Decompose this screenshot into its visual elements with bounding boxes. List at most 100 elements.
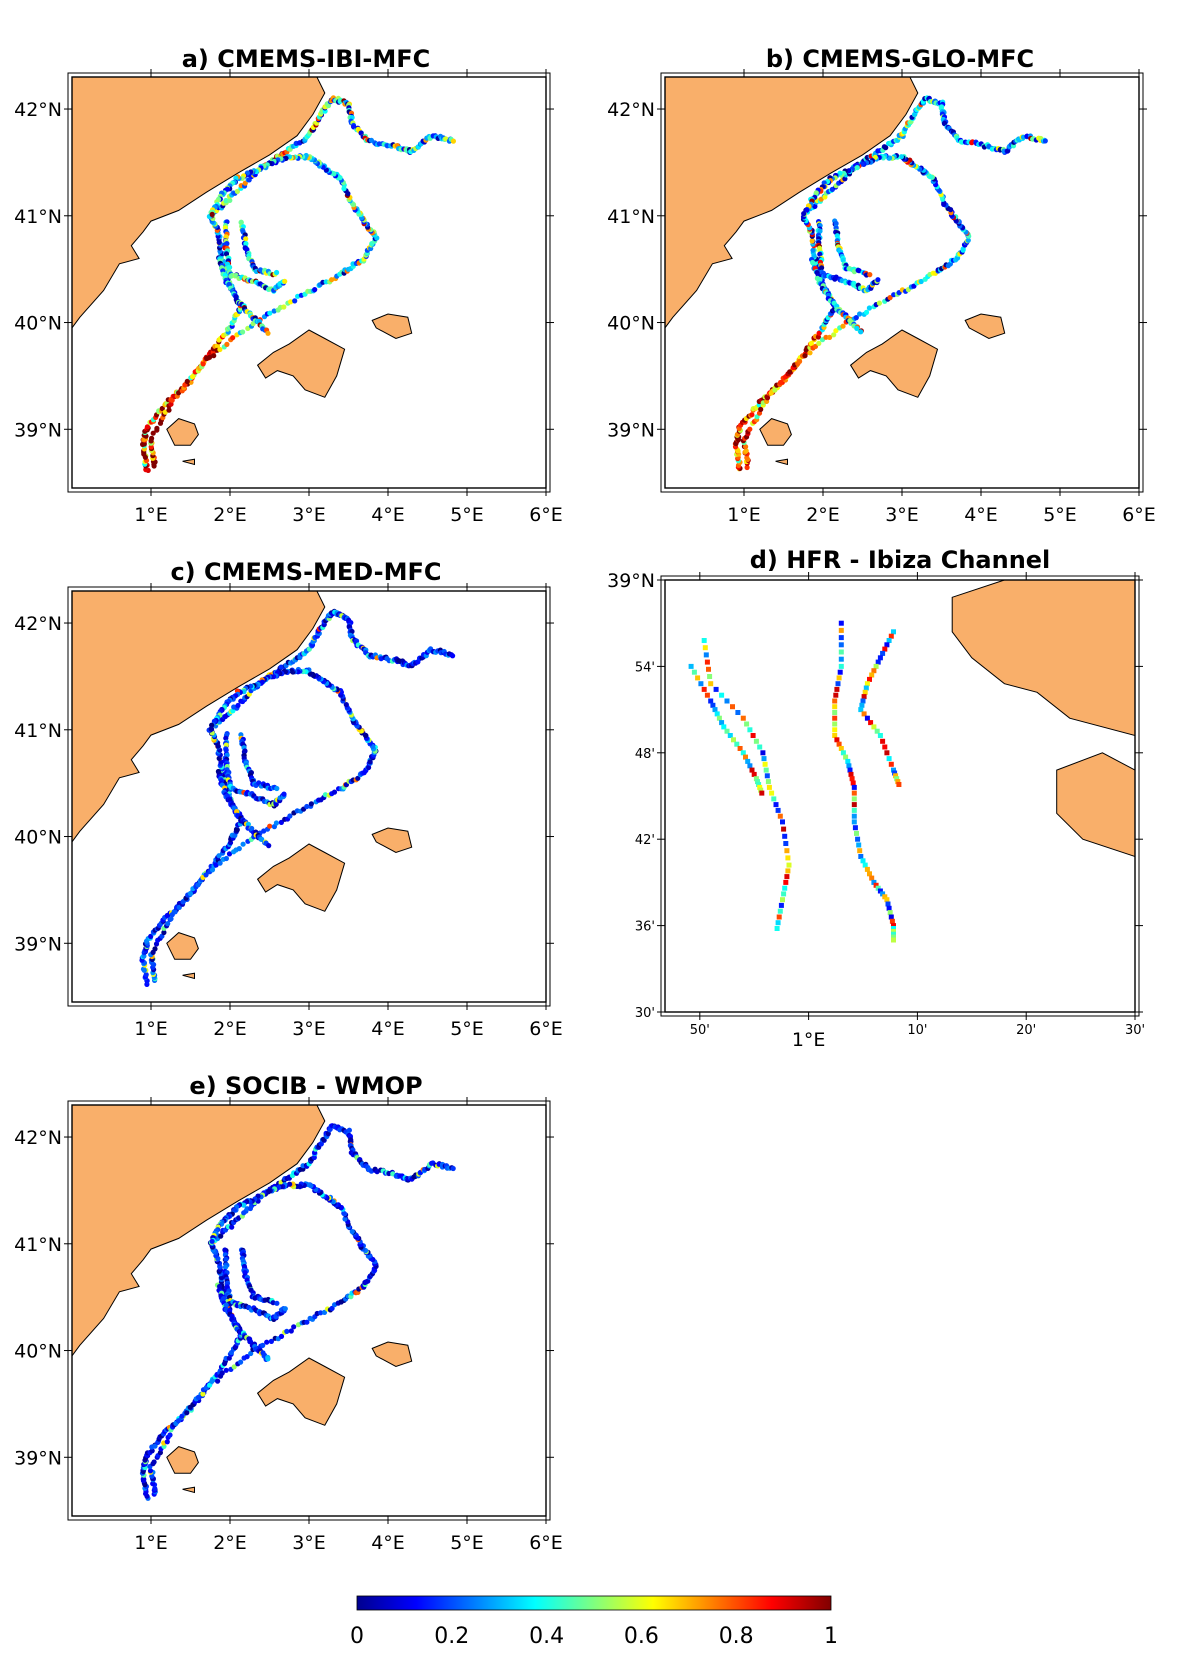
hfr-point: [745, 758, 751, 764]
drifter-point: [281, 791, 287, 797]
drifter-point: [209, 1238, 215, 1244]
hfr-point: [782, 885, 788, 891]
drifter-point: [329, 1305, 335, 1311]
drifter-point: [808, 340, 814, 347]
drifter-point: [863, 309, 870, 315]
drifter-point: [150, 430, 156, 436]
drifter-point: [149, 435, 155, 441]
hfr-point: [832, 698, 838, 704]
drifter-point: [147, 1468, 154, 1474]
hfr-point: [838, 656, 844, 662]
hfr-point: [757, 784, 763, 790]
drifter-point: [883, 145, 889, 151]
drifter-point: [195, 1394, 201, 1400]
mallorca-island: [849, 329, 939, 398]
hfr-point: [851, 819, 857, 825]
lat-tick-label: 39°N: [14, 933, 62, 955]
drifter-point: [744, 464, 750, 471]
hfr-point: [891, 767, 896, 773]
drifter-point: [291, 1324, 297, 1330]
lon-tick-label: 3°E: [885, 504, 919, 526]
lat-tick-label: 41°N: [14, 720, 62, 742]
drifter-point: [152, 1486, 158, 1492]
hfr-point: [744, 721, 750, 727]
hfr-point: [763, 767, 769, 773]
lon-tick-label: 1°E: [134, 1018, 168, 1040]
lon-tick-label: 6°E: [529, 1018, 563, 1040]
lon-tick-label: 20': [1016, 1023, 1036, 1038]
drifter-point: [292, 298, 298, 304]
drifter-point: [288, 1328, 294, 1334]
hfr-point: [832, 710, 838, 715]
drifter-point: [267, 310, 273, 316]
hfr-point: [888, 914, 894, 920]
hfr-point: [836, 741, 842, 747]
hfr-point: [713, 686, 719, 692]
drifter-point: [941, 120, 948, 126]
hfr-point: [784, 874, 790, 880]
drifter-point: [209, 211, 215, 217]
hfr-point: [880, 738, 886, 744]
hfr-point: [871, 879, 877, 885]
drifter-point: [801, 211, 807, 217]
hfr-point: [780, 897, 785, 903]
hfr-point: [860, 858, 866, 864]
map-panel-b: 1°E 2°E 3°E 4°E 5°E 6°E 42°N 41°N 40°N 39°N: [607, 69, 1156, 526]
lat-tick-label: 40°N: [14, 1341, 62, 1363]
iberia-coastline: [72, 1105, 326, 1357]
hfr-point: [708, 681, 714, 687]
drifter-point: [813, 190, 819, 196]
drifter-point: [342, 1216, 348, 1222]
hfr-point: [765, 779, 771, 785]
hfr-point: [882, 744, 888, 750]
lon-tick-label: 6°E: [1122, 504, 1156, 526]
lon-tick-label: 1°E: [134, 504, 168, 526]
lon-tick-label: 50': [690, 1023, 710, 1038]
drifter-point: [233, 175, 239, 181]
drifter-point: [304, 803, 310, 810]
lat-tick-label: 42': [635, 833, 655, 848]
hfr-point: [703, 652, 709, 658]
lon-tick-label: 1°E: [792, 1029, 826, 1051]
drifter-point: [764, 395, 771, 401]
panel-title-b: b) CMEMS-GLO-MFC: [766, 45, 1034, 73]
hfr-point: [832, 727, 838, 733]
hfr-point: [896, 782, 902, 787]
drifter-point: [927, 174, 933, 180]
hfr-point: [884, 642, 890, 648]
lon-tick-label: 3°E: [292, 1018, 326, 1040]
hfr-point: [702, 645, 708, 651]
drifter-point: [223, 1367, 229, 1373]
hfr-point: [783, 879, 789, 885]
hfr-point: [851, 790, 857, 796]
hfr-point: [845, 758, 851, 764]
drifter-point: [144, 424, 150, 430]
hfr-point: [838, 627, 844, 633]
drifter-point: [856, 268, 862, 274]
hfr-point: [762, 761, 768, 767]
hfr-point: [719, 692, 725, 698]
drifter-point: [227, 197, 233, 203]
drifter-point: [161, 929, 167, 936]
drifter-point: [243, 236, 249, 242]
drifter-point: [259, 836, 265, 843]
map-frame: [664, 579, 1136, 1013]
hfr-point: [760, 750, 766, 756]
hfr-point: [730, 704, 735, 710]
hfr-point: [786, 862, 792, 868]
hfr-point: [780, 819, 785, 825]
hfr-point: [869, 875, 875, 881]
drifter-point: [853, 315, 859, 321]
drifter-point: [875, 277, 881, 283]
drifter-point: [833, 328, 839, 334]
formentera-island: [1056, 752, 1135, 858]
drifter-point: [282, 1306, 288, 1312]
hfr-point: [887, 910, 893, 916]
drifter-point: [817, 228, 823, 234]
hfr-point: [750, 733, 756, 738]
lat-tick-label: 39°N: [14, 1447, 62, 1469]
hfr-point: [771, 796, 777, 802]
drifter-point: [223, 735, 229, 741]
lat-tick-label: 30': [635, 1006, 655, 1021]
drifter-point: [349, 1229, 355, 1235]
